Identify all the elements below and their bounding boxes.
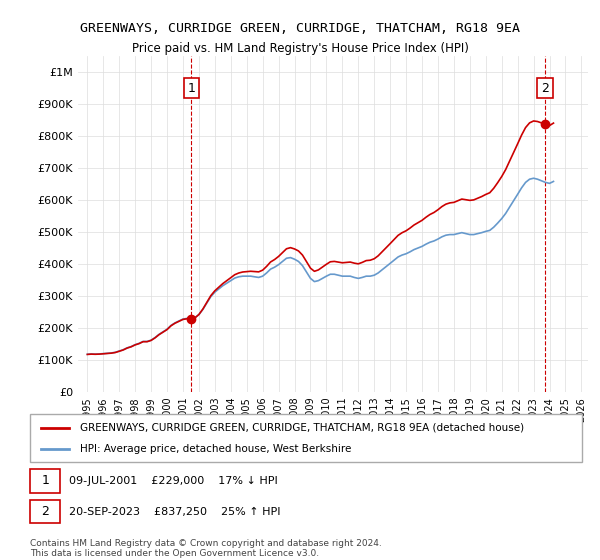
FancyBboxPatch shape xyxy=(30,500,61,523)
Text: GREENWAYS, CURRIDGE GREEN, CURRIDGE, THATCHAM, RG18 9EA (detached house): GREENWAYS, CURRIDGE GREEN, CURRIDGE, THA… xyxy=(80,423,524,433)
Text: 1: 1 xyxy=(187,82,195,95)
Text: 1: 1 xyxy=(41,474,49,487)
Text: 2: 2 xyxy=(541,82,549,95)
Text: GREENWAYS, CURRIDGE GREEN, CURRIDGE, THATCHAM, RG18 9EA: GREENWAYS, CURRIDGE GREEN, CURRIDGE, THA… xyxy=(80,22,520,35)
FancyBboxPatch shape xyxy=(30,414,582,462)
Text: HPI: Average price, detached house, West Berkshire: HPI: Average price, detached house, West… xyxy=(80,444,351,454)
Text: Contains HM Land Registry data © Crown copyright and database right 2024.: Contains HM Land Registry data © Crown c… xyxy=(30,539,382,548)
Text: 09-JUL-2001    £229,000    17% ↓ HPI: 09-JUL-2001 £229,000 17% ↓ HPI xyxy=(68,476,277,486)
FancyBboxPatch shape xyxy=(30,469,61,493)
Text: 20-SEP-2023    £837,250    25% ↑ HPI: 20-SEP-2023 £837,250 25% ↑ HPI xyxy=(68,507,280,517)
Text: Price paid vs. HM Land Registry's House Price Index (HPI): Price paid vs. HM Land Registry's House … xyxy=(131,42,469,55)
Text: This data is licensed under the Open Government Licence v3.0.: This data is licensed under the Open Gov… xyxy=(30,549,319,558)
Text: 2: 2 xyxy=(41,505,49,518)
